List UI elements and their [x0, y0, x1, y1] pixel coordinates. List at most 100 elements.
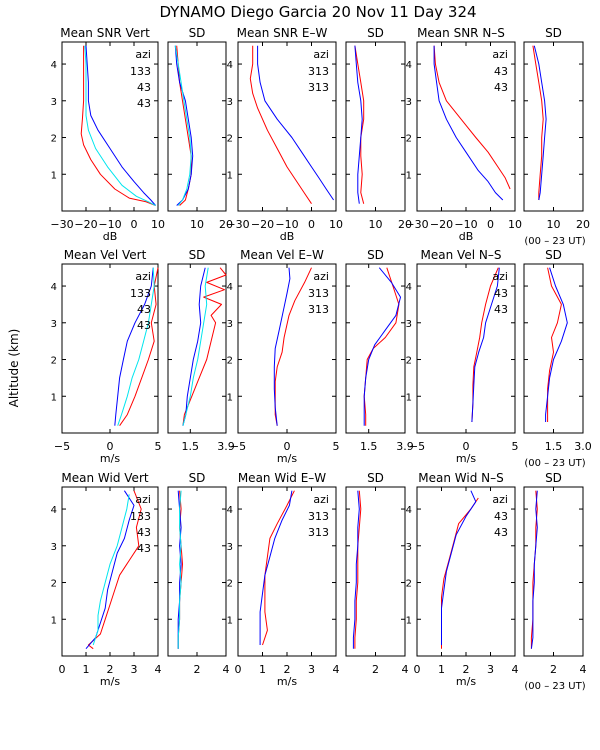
- x-tick-label: −5: [230, 440, 246, 453]
- panel-frame: [523, 41, 584, 212]
- panel-title: SD: [189, 471, 206, 485]
- panel-8: SD 1.5 3.9: [167, 248, 235, 453]
- legend-entry: 43: [137, 81, 151, 94]
- x-axis-label: m/s: [100, 675, 120, 688]
- x-tick-label: 0: [131, 218, 138, 231]
- y-tick-label: 2: [227, 579, 233, 590]
- x-tick-label: 1.5: [182, 440, 200, 453]
- x-tick-label: 3: [308, 663, 315, 676]
- series-line-1: [354, 45, 365, 204]
- x-tick-label: 5: [512, 440, 519, 453]
- y-tick-label: 4: [406, 282, 412, 293]
- x-tick-label: 5: [155, 440, 162, 453]
- series-line-3: [117, 267, 155, 426]
- x-tick-label: −5: [54, 440, 70, 453]
- legend-entry: 313: [308, 526, 329, 539]
- x-tick-label: 4: [402, 663, 409, 676]
- x-tick-label: 10: [190, 218, 204, 231]
- y-tick-label: 2: [406, 356, 412, 367]
- panel-title: SD: [189, 26, 206, 40]
- series-line-1: [119, 267, 159, 426]
- panel-frame: [167, 486, 227, 657]
- legend-header: azi: [492, 493, 508, 506]
- x-tick-label: 3.0: [574, 440, 592, 453]
- panel-17: Mean Wid N–S 1 2 3 4 0 1 2 3 4 m/s azi 43 43: [406, 471, 519, 688]
- panel-15: Mean Wid E–W 1 2 3 4 0 1 2 3 4 m/s azi 313 313: [227, 471, 340, 688]
- legend-entry: 313: [308, 287, 329, 300]
- y-tick-label: 4: [51, 505, 57, 516]
- x-tick-label: 4: [155, 663, 162, 676]
- panel-13: Mean Wid Vert 1 2 3 4 0 1 2 3 4 m/s azi 133 43 43: [51, 471, 162, 688]
- panel-title: Mean Vel N–S: [421, 248, 502, 262]
- x-tick-label: 0: [284, 440, 291, 453]
- panel-10: SD 1.5 3.9: [345, 248, 414, 453]
- x-tick-label: 10: [547, 218, 561, 231]
- y-tick-label: 3: [51, 319, 57, 330]
- x-tick-label: −20: [74, 218, 97, 231]
- series-line-2: [352, 490, 360, 649]
- x-axis-label: m/s: [277, 452, 297, 465]
- y-tick-label: 1: [51, 170, 57, 181]
- x-tick-label: −30: [405, 218, 428, 231]
- x-tick-label: 10: [151, 218, 165, 231]
- x-tick-label: 5: [333, 440, 340, 453]
- y-tick-label: 1: [227, 170, 233, 181]
- series-line-3: [177, 490, 182, 649]
- x-tick-label: 0: [107, 440, 114, 453]
- x-tick-label: −20: [251, 218, 274, 231]
- x-tick-label: 10: [508, 218, 522, 231]
- legend-header: azi: [135, 493, 151, 506]
- panel-14: SD 2 4: [167, 471, 230, 676]
- series-line-2: [85, 490, 135, 650]
- series-line-2: [85, 45, 156, 206]
- series-line-1: [274, 267, 312, 426]
- legend-entry: 43: [494, 81, 508, 94]
- x-tick-label: 4: [333, 663, 340, 676]
- panel-frame: [167, 41, 227, 212]
- x-tick-label: 0: [487, 218, 494, 231]
- panel-frame: [167, 263, 227, 434]
- panel-title: Mean Vel Vert: [64, 248, 147, 262]
- x-tick-label: −10: [275, 218, 298, 231]
- time-note-1: (00 – 23 UT): [524, 236, 585, 247]
- x-tick-label: 1.5: [545, 440, 563, 453]
- figure-title: DYNAMO Diego Garcia 20 Nov 11 Day 324: [159, 3, 476, 21]
- series-line-1: [262, 490, 295, 646]
- series-line-2: [114, 267, 154, 426]
- series-line-1: [363, 267, 400, 426]
- panel-frame: [345, 486, 406, 657]
- x-axis-label: m/s: [100, 452, 120, 465]
- x-tick-label: 3: [131, 663, 138, 676]
- x-tick-label: 1: [438, 663, 445, 676]
- series-line-3: [92, 494, 130, 646]
- x-tick-label: −30: [50, 218, 73, 231]
- x-axis-label: m/s: [456, 452, 476, 465]
- panel-title: SD: [367, 26, 384, 40]
- series-line-2: [471, 267, 500, 423]
- series-line-2: [174, 45, 194, 206]
- x-tick-label: 3.9: [217, 440, 235, 453]
- series-line-2: [433, 45, 504, 201]
- legend-entry: 43: [494, 510, 508, 523]
- y-tick-label: 2: [227, 356, 233, 367]
- x-axis-label: dB: [103, 230, 118, 243]
- panel-1: Mean SNR Vert 1 2 3 4 −30 −20 −10 0 10 dB azi 133 43 4…: [50, 26, 165, 243]
- x-axis-label: dB: [459, 230, 474, 243]
- x-axis-label: dB: [280, 230, 295, 243]
- y-tick-label: 4: [51, 282, 57, 293]
- x-tick-label: 0: [463, 440, 470, 453]
- y-tick-label: 3: [227, 319, 233, 330]
- panel-9: Mean Vel E–W 1 2 3 4 −5 0 5 m/s azi 313 313: [227, 248, 340, 465]
- series-line-3: [84, 45, 156, 206]
- time-note-2: (00 – 23 UT): [524, 458, 585, 469]
- y-tick-label: 3: [406, 97, 412, 108]
- legend-entry: 43: [494, 526, 508, 539]
- y-tick-label: 4: [227, 282, 233, 293]
- panel-frame: [345, 41, 406, 212]
- legend-header: azi: [313, 493, 329, 506]
- x-tick-label: −10: [454, 218, 477, 231]
- series-line-2: [533, 45, 547, 201]
- y-tick-label: 2: [406, 579, 412, 590]
